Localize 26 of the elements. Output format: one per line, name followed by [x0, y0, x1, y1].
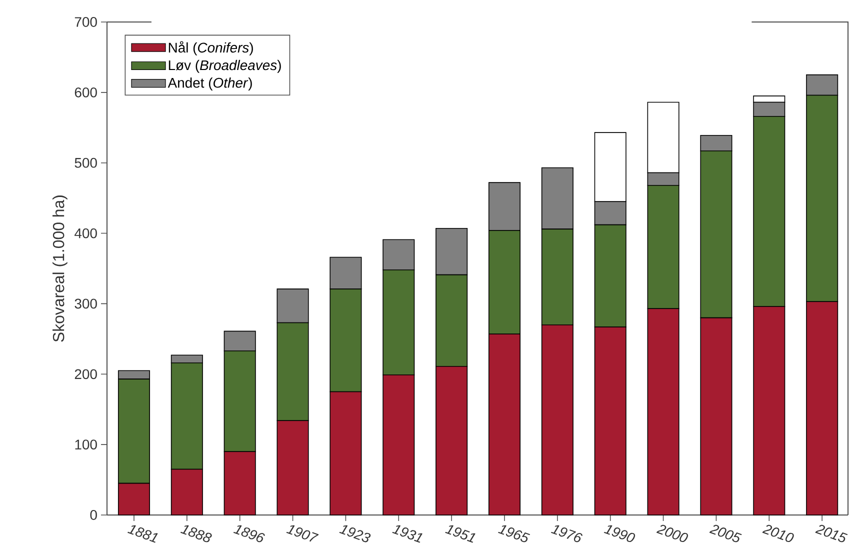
x-tick-label: 1931	[392, 525, 422, 543]
x-tick-label: 2005	[709, 524, 742, 542]
y-tick-label: 300	[74, 298, 97, 309]
y-tick-label: 400	[74, 228, 97, 238]
y-axis-title: Skovareal (1.000 ha)	[52, 196, 68, 342]
legend-label: Andet (Other)	[168, 78, 252, 91]
x-tick-label: 1965	[498, 525, 530, 542]
x-tick-label: 2010	[762, 524, 794, 542]
y-tick-label: 600	[74, 87, 97, 98]
x-tick-label: 1990	[604, 525, 636, 542]
y-tick-label: 200	[74, 369, 97, 380]
y-tick-label: 700	[74, 17, 97, 27]
x-tick-label: 1923	[339, 525, 371, 542]
x-tick-label: 1907	[286, 525, 319, 542]
y-tick-label: 100	[75, 440, 97, 450]
legend-label: Nål (Conifers)	[168, 41, 253, 56]
x-tick-label: 1888	[180, 525, 212, 542]
x-tick-label: 2000	[656, 524, 688, 542]
legend-label: Løv (Broadleaves)	[168, 60, 281, 73]
x-tick-label: 2015	[815, 524, 848, 542]
x-tick-label: 1951	[445, 525, 476, 543]
x-tick-label: 1881	[127, 525, 158, 543]
x-tick-label: 1896	[233, 525, 265, 542]
x-tick-label: 1976	[550, 525, 582, 542]
y-tick-label: 0	[90, 510, 97, 520]
y-tick-label: 500	[74, 158, 97, 168]
